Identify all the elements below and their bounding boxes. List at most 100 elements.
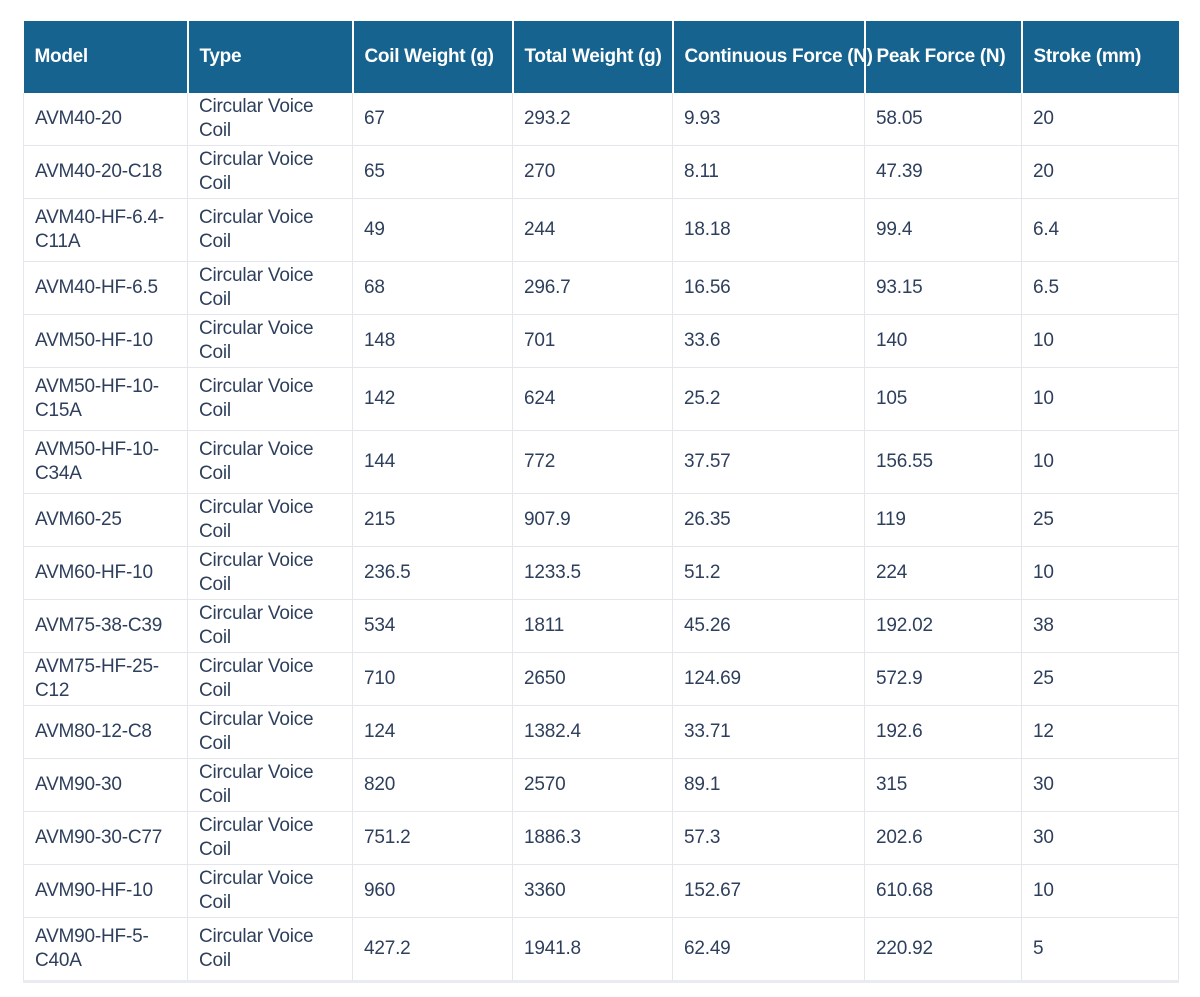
table-row: AVM90-30 Circular Voice Coil 820 2570 89.1 31…	[23, 758, 1179, 812]
cell-continuous-force: 33.6	[672, 314, 865, 368]
cell-total-weight: 624	[512, 367, 673, 431]
table-row: AVM75-HF-25-C12 Circular Voice Coil 710 265…	[23, 652, 1179, 706]
cell-coil-weight: 710	[352, 652, 513, 706]
cell-coil-weight: 751.2	[352, 811, 513, 865]
table-row: AVM40-20 Circular Voice Coil 67 293.2 9.93 58…	[23, 93, 1179, 146]
cell-type: Circular Voice Coil	[187, 917, 353, 983]
cell-stroke: 10	[1021, 546, 1179, 600]
cell-peak-force: 220.92	[864, 917, 1022, 983]
header-continuous-force: Continuous Force (N)	[672, 21, 873, 93]
cell-type: Circular Voice Coil	[187, 599, 353, 653]
cell-coil-weight: 427.2	[352, 917, 513, 983]
cell-peak-force: 156.55	[864, 430, 1022, 494]
cell-model: AVM40-HF-6.5	[23, 261, 188, 315]
cell-continuous-force: 152.67	[672, 864, 865, 918]
voice-coil-specs-table: Model Type Coil Weight (g) Total Weight …	[23, 21, 1179, 983]
cell-continuous-force: 16.56	[672, 261, 865, 315]
cell-peak-force: 99.4	[864, 198, 1022, 262]
cell-peak-force: 119	[864, 493, 1022, 547]
table-row: AVM50-HF-10- C15A Circular Voice Coil 142 62…	[23, 367, 1179, 431]
cell-model: AVM40-20	[23, 93, 188, 146]
cell-coil-weight: 65	[352, 145, 513, 199]
cell-stroke: 10	[1021, 314, 1179, 368]
cell-continuous-force: 37.57	[672, 430, 865, 494]
cell-type: Circular Voice Coil	[187, 493, 353, 547]
cell-stroke: 5	[1021, 917, 1179, 983]
cell-peak-force: 93.15	[864, 261, 1022, 315]
cell-model: AVM90-30	[23, 758, 188, 812]
cell-type: Circular Voice Coil	[187, 811, 353, 865]
cell-total-weight: 270	[512, 145, 673, 199]
cell-total-weight: 701	[512, 314, 673, 368]
cell-peak-force: 572.9	[864, 652, 1022, 706]
cell-total-weight: 1382.4	[512, 705, 673, 759]
cell-type: Circular Voice Coil	[187, 314, 353, 368]
cell-total-weight: 2650	[512, 652, 673, 706]
table-row: AVM90-30-C77 Circular Voice Coil 751.2 1886…	[23, 811, 1179, 865]
header-peak-force: Peak Force (N)	[864, 21, 1023, 93]
header-row: Model Type Coil Weight (g) Total Weight …	[23, 21, 1179, 93]
cell-total-weight: 1233.5	[512, 546, 673, 600]
cell-peak-force: 202.6	[864, 811, 1022, 865]
cell-continuous-force: 8.11	[672, 145, 865, 199]
cell-total-weight: 244	[512, 198, 673, 262]
cell-type: Circular Voice Coil	[187, 546, 353, 600]
cell-continuous-force: 33.71	[672, 705, 865, 759]
header-type: Type	[187, 21, 354, 93]
cell-continuous-force: 57.3	[672, 811, 865, 865]
cell-coil-weight: 124	[352, 705, 513, 759]
header-total-weight: Total Weight (g)	[512, 21, 674, 93]
cell-continuous-force: 124.69	[672, 652, 865, 706]
cell-model: AVM90-HF-5- C40A	[23, 917, 188, 983]
table-body: AVM40-20 Circular Voice Coil 67 293.2 9.93 58…	[23, 93, 1179, 983]
cell-stroke: 30	[1021, 758, 1179, 812]
cell-coil-weight: 144	[352, 430, 513, 494]
table-row: AVM40-HF-6.5 Circular Voice Coil 68 296.7 16…	[23, 261, 1179, 315]
cell-stroke: 12	[1021, 705, 1179, 759]
cell-peak-force: 315	[864, 758, 1022, 812]
cell-total-weight: 293.2	[512, 93, 673, 146]
cell-peak-force: 58.05	[864, 93, 1022, 146]
cell-stroke: 10	[1021, 367, 1179, 431]
cell-model: AVM75-38-C39	[23, 599, 188, 653]
cell-total-weight: 3360	[512, 864, 673, 918]
cell-model: AVM90-HF-10	[23, 864, 188, 918]
cell-total-weight: 1811	[512, 599, 673, 653]
cell-peak-force: 224	[864, 546, 1022, 600]
cell-coil-weight: 148	[352, 314, 513, 368]
cell-continuous-force: 9.93	[672, 93, 865, 146]
cell-peak-force: 140	[864, 314, 1022, 368]
cell-stroke: 20	[1021, 145, 1179, 199]
cell-stroke: 25	[1021, 652, 1179, 706]
cell-peak-force: 192.02	[864, 599, 1022, 653]
cell-type: Circular Voice Coil	[187, 652, 353, 706]
cell-type: Circular Voice Coil	[187, 93, 353, 146]
cell-model: AVM60-25	[23, 493, 188, 547]
cell-continuous-force: 26.35	[672, 493, 865, 547]
table-header: Model Type Coil Weight (g) Total Weight …	[23, 21, 1179, 93]
specs-table-container: Model Type Coil Weight (g) Total Weight …	[23, 21, 1179, 983]
table-row: AVM40-HF-6.4- C11A Circular Voice Coil 49 24…	[23, 198, 1179, 262]
table-row: AVM80-12-C8 Circular Voice Coil 124 1382.4 3…	[23, 705, 1179, 759]
cell-stroke: 25	[1021, 493, 1179, 547]
table-row: AVM90-HF-5- C40A Circular Voice Coil 427.2 1…	[23, 917, 1179, 983]
cell-continuous-force: 18.18	[672, 198, 865, 262]
cell-model: AVM90-30-C77	[23, 811, 188, 865]
cell-total-weight: 772	[512, 430, 673, 494]
cell-model: AVM50-HF-10	[23, 314, 188, 368]
cell-total-weight: 2570	[512, 758, 673, 812]
cell-type: Circular Voice Coil	[187, 864, 353, 918]
cell-type: Circular Voice Coil	[187, 758, 353, 812]
cell-stroke: 10	[1021, 864, 1179, 918]
cell-peak-force: 105	[864, 367, 1022, 431]
cell-coil-weight: 236.5	[352, 546, 513, 600]
cell-total-weight: 296.7	[512, 261, 673, 315]
cell-continuous-force: 62.49	[672, 917, 865, 983]
cell-model: AVM50-HF-10- C34A	[23, 430, 188, 494]
cell-coil-weight: 215	[352, 493, 513, 547]
cell-stroke: 20	[1021, 93, 1179, 146]
table-row: AVM60-HF-10 Circular Voice Coil 236.5 1233.…	[23, 546, 1179, 600]
cell-peak-force: 192.6	[864, 705, 1022, 759]
cell-type: Circular Voice Coil	[187, 705, 353, 759]
cell-total-weight: 907.9	[512, 493, 673, 547]
